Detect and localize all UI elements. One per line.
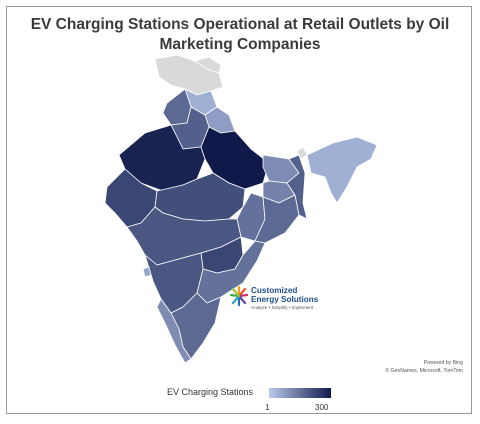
- region-northeast: [306, 136, 378, 204]
- region-odisha: [254, 194, 300, 244]
- map-attribution: Powered by Bing © GeoNames, Microsoft, T…: [385, 359, 463, 375]
- logo-name-line2: Energy Solutions: [251, 295, 319, 304]
- region-west-bengal: [286, 154, 308, 220]
- logo-name-line1: Customized: [251, 286, 298, 295]
- logo-name: Customized Energy Solutions: [251, 286, 318, 304]
- legend-title: EV Charging Stations: [167, 387, 254, 397]
- region-jammu-kashmir: [154, 54, 224, 96]
- region-kerala: [156, 298, 192, 364]
- legend-min-label: 1: [265, 403, 270, 412]
- logo-tagline: Analyze • Simplify • Implement: [251, 305, 314, 310]
- legend-max-label: 300: [315, 403, 329, 412]
- company-logo: Customized Energy Solutions Analyze • Si…: [229, 285, 339, 315]
- attribution-line1: Powered by Bing: [423, 360, 463, 366]
- region-ladakh: [194, 56, 222, 74]
- region-goa: [142, 266, 152, 278]
- region-punjab: [162, 88, 192, 126]
- sunburst-logo-icon: [229, 285, 249, 307]
- map-frame: EV Charging Stations Operational at Reta…: [6, 6, 472, 414]
- map-title: EV Charging Stations Operational at Reta…: [30, 16, 450, 53]
- india-choropleth-map: [104, 54, 378, 364]
- legend-color-scale: [269, 388, 331, 398]
- attribution-line2: © GeoNames, Microsoft, TomTom: [385, 368, 463, 374]
